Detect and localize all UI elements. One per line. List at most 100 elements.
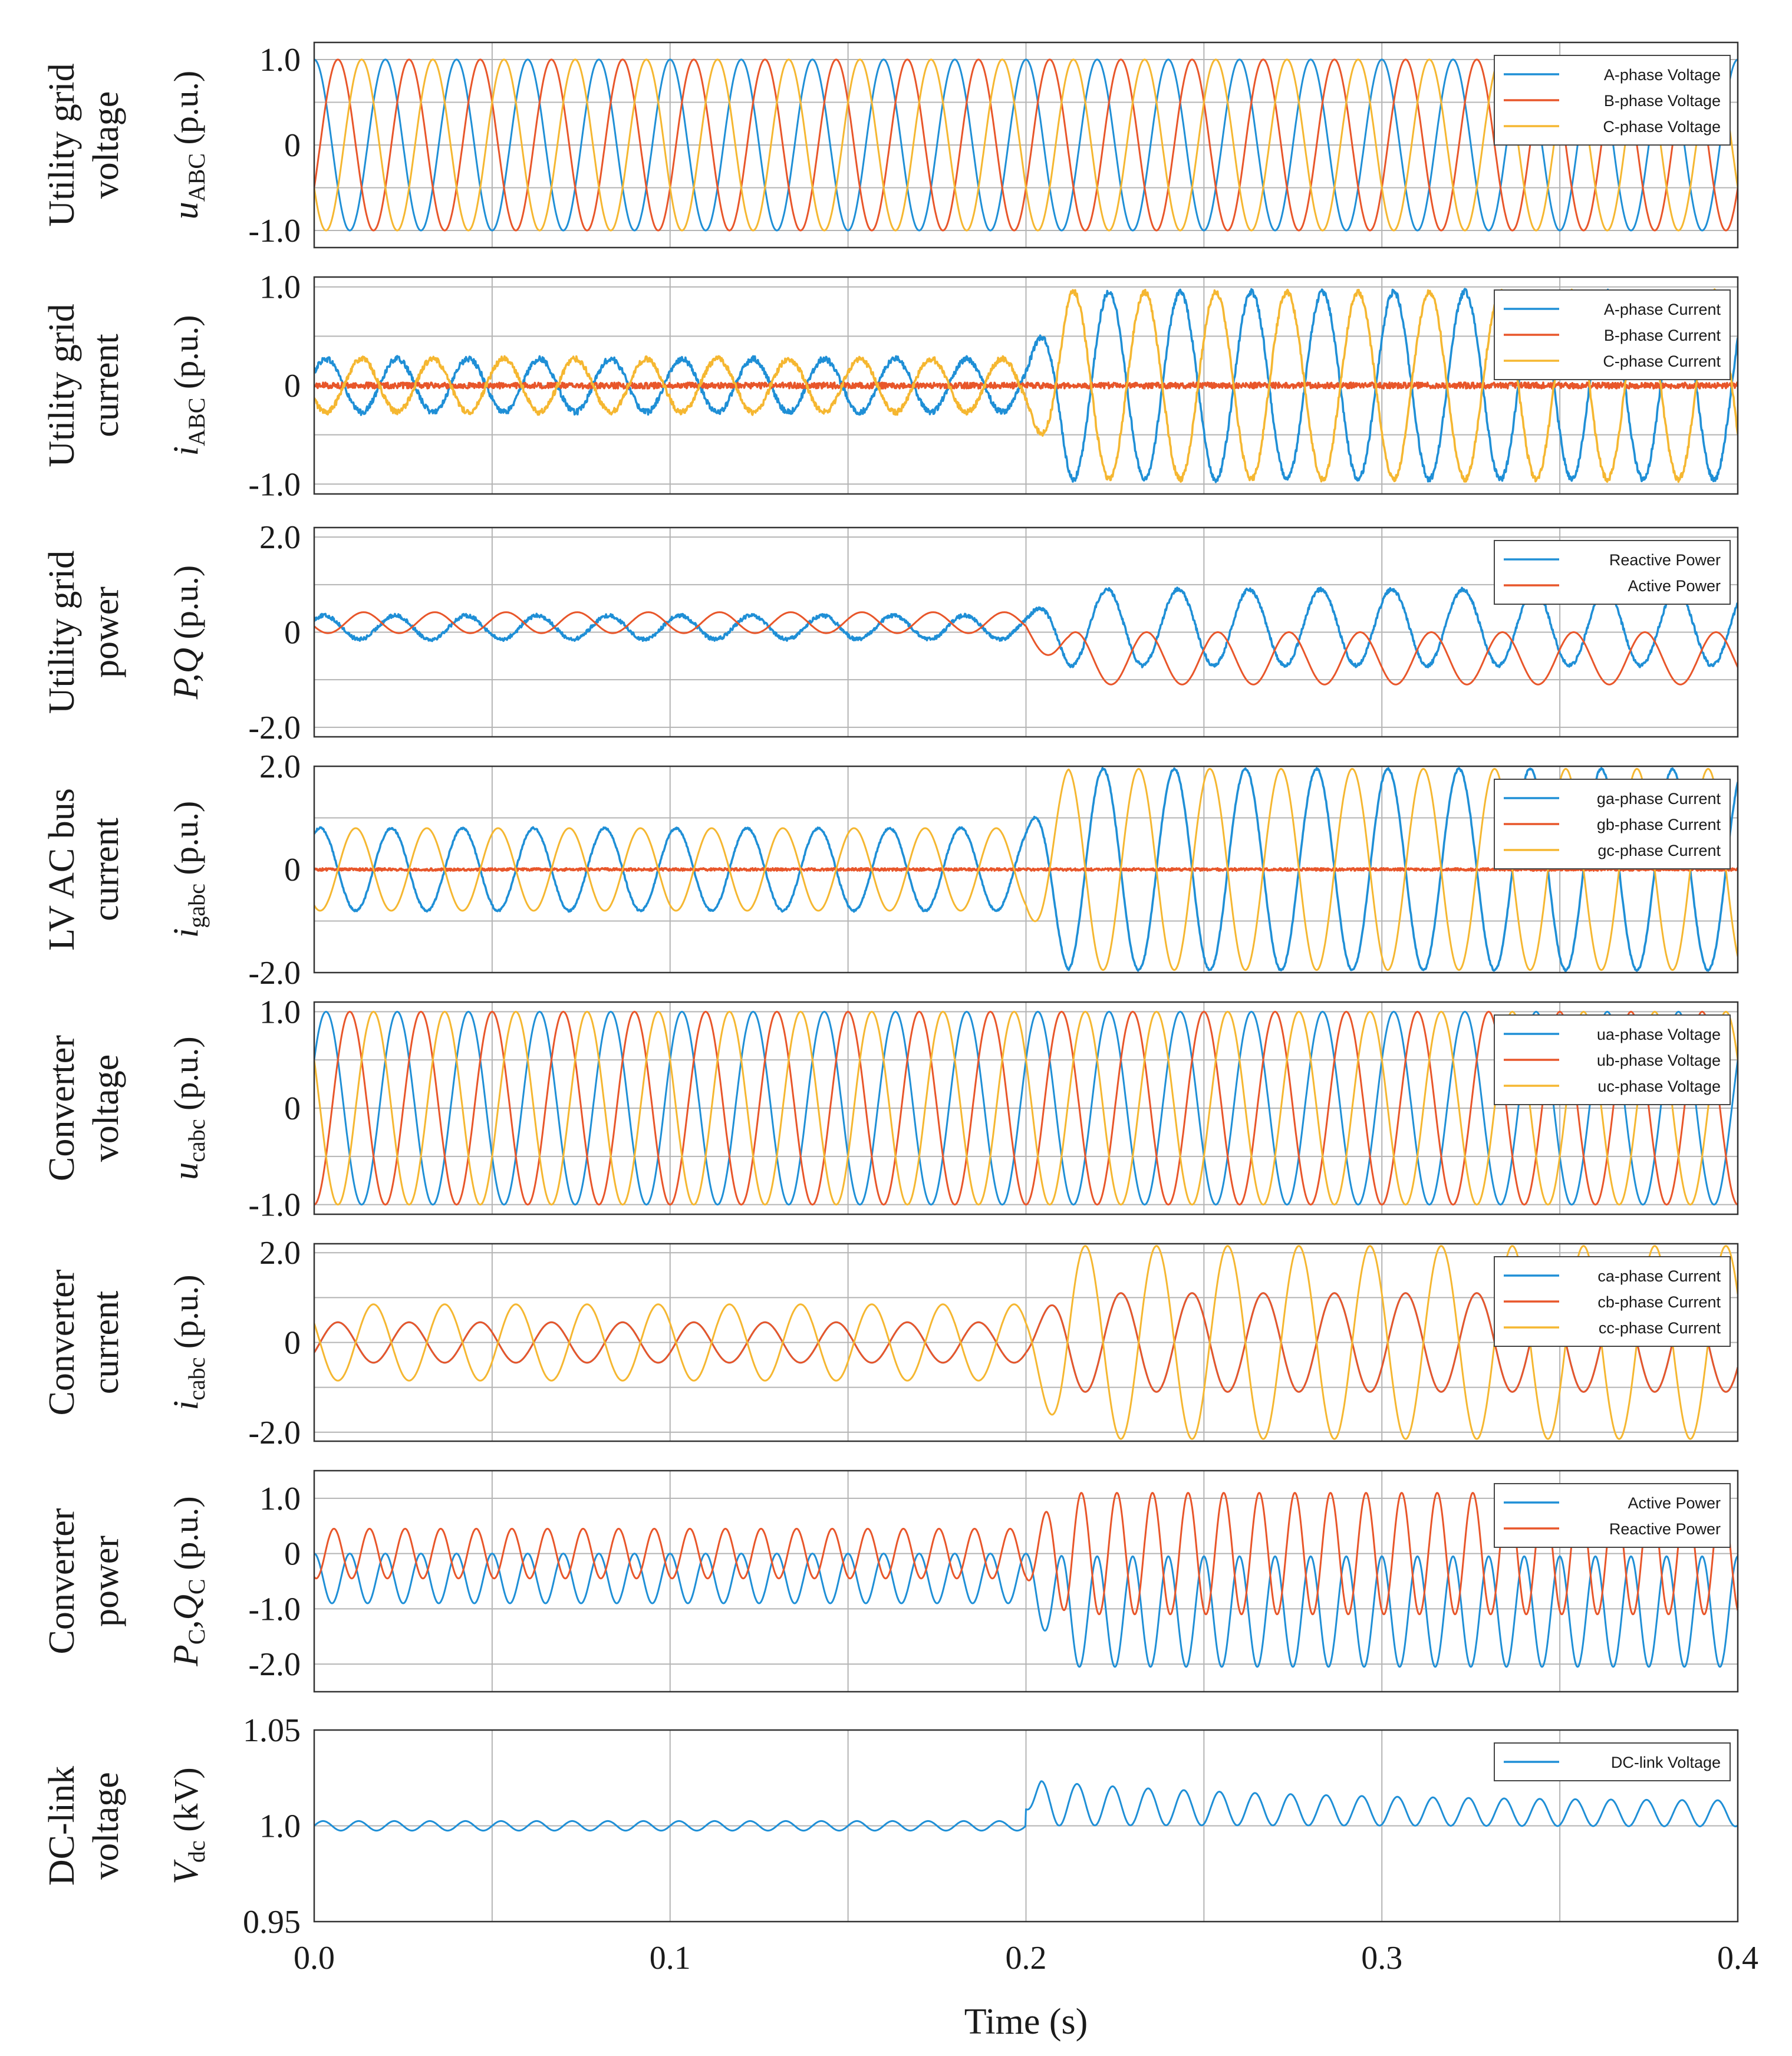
legend: A-phase Voltage B-phase Voltage C-phase Vo… — [1494, 55, 1731, 146]
y-tick-label: -2.0 — [248, 710, 301, 746]
y-axis-label: iABC (p.u.) — [166, 315, 210, 456]
panel-1: 1.0 0 -1.0 A-phase Voltage B-phase Voltage C-… — [42, 41, 1739, 249]
y-tick-label: 2.0 — [259, 749, 301, 785]
series-cb-phase-current — [314, 1292, 1738, 1393]
y-tick-label: 1.0 — [259, 994, 301, 1030]
y-tick-label: -2.0 — [248, 955, 301, 991]
legend-entry: Active Power — [1628, 577, 1721, 595]
y-axis-label: Vdc (kV) — [166, 1767, 210, 1884]
y-tick-label: -1.0 — [248, 466, 301, 503]
y-tick-label: 1.0 — [259, 269, 301, 306]
legend-entry: C-phase Current — [1603, 352, 1721, 370]
y-tick-label: -2.0 — [248, 1415, 301, 1451]
legend-entry: Reactive Power — [1609, 551, 1721, 569]
series-b-phase-current — [314, 381, 1738, 390]
y-axis-label: ucabc (p.u.) — [166, 1036, 210, 1179]
panel-4: 2.0 0 -2.0 ga-phase Current gb-phase Current… — [42, 749, 1739, 991]
y-tick-label: 2.0 — [259, 519, 301, 556]
y-tick-label: 1.0 — [259, 1808, 301, 1845]
y-tick-label: 0 — [284, 1536, 301, 1573]
legend-entry: C-phase Voltage — [1603, 118, 1721, 136]
row-title-line: Converter — [42, 1269, 82, 1415]
x-axis-label: Time (s) — [964, 2002, 1088, 2042]
y-tick-label: 1.0 — [259, 1481, 301, 1517]
panel-8: 1.05 1.0 0.95 DC-link Voltage DC-link voltage… — [42, 1712, 1739, 1940]
legend-entry: B-phase Voltage — [1604, 92, 1721, 110]
y-axis-label: igabc (p.u.) — [166, 801, 210, 938]
row-title-line: current — [86, 818, 126, 921]
legend-entry: ca-phase Current — [1597, 1267, 1721, 1285]
x-tick-label: 0.3 — [1361, 1940, 1402, 1976]
legend-entry: ga-phase Current — [1597, 790, 1721, 808]
y-tick-label: -2.0 — [248, 1646, 301, 1683]
y-tick-label: 0.95 — [243, 1904, 301, 1940]
y-tick-label: 0 — [284, 127, 301, 164]
row-title-line: Utility grid — [42, 551, 82, 714]
series-active-power — [314, 1553, 1738, 1668]
legend-entry: ua-phase Voltage — [1597, 1026, 1721, 1043]
row-title-line: current — [86, 1291, 126, 1395]
legend: A-phase Current B-phase Current C-phase Cu… — [1494, 289, 1731, 380]
x-tick-label: 0.4 — [1717, 1940, 1758, 1976]
legend-entry: ub-phase Voltage — [1597, 1052, 1721, 1069]
legend-entry: cc-phase Current — [1599, 1319, 1721, 1337]
panel-3: 2.0 0 -2.0 Reactive Power Active Power Utilit… — [42, 519, 1739, 746]
row-title-line: Utility grid — [42, 304, 82, 467]
y-axis-label: icabc (p.u.) — [166, 1274, 210, 1410]
series-group — [314, 587, 1738, 686]
row-title-line: voltage — [86, 1772, 126, 1880]
legend-entry: B-phase Current — [1604, 327, 1721, 344]
panel-7: 1.0 0 -1.0 -2.0 Active Power Reactive Power Co… — [42, 1469, 1739, 1693]
series-active-power — [314, 611, 1738, 686]
row-title-line: current — [86, 334, 126, 437]
legend-box — [1494, 540, 1731, 605]
legend: DC-link Voltage — [1494, 1742, 1731, 1781]
series-dc-link-voltage — [314, 1780, 1738, 1832]
axes-frame — [313, 765, 1739, 974]
legend-entry: Reactive Power — [1609, 1520, 1721, 1538]
row-title-line: Converter — [42, 1508, 82, 1654]
legend: ga-phase Current gb-phase Current gc-phase… — [1494, 779, 1731, 869]
legend-entry: Active Power — [1628, 1494, 1721, 1512]
legend: Reactive Power Active Power — [1494, 540, 1731, 605]
y-tick-label: 0 — [284, 615, 301, 651]
x-tick-label: 0.0 — [294, 1940, 335, 1976]
x-tick-label: 0.2 — [1006, 1940, 1047, 1976]
y-tick-label: 1.0 — [259, 42, 301, 78]
axes-frame — [313, 41, 1739, 249]
y-tick-label: 0 — [284, 852, 301, 888]
y-tick-label: 0 — [284, 1090, 301, 1127]
y-tick-label: -1.0 — [248, 1591, 301, 1627]
legend-entry: DC-link Voltage — [1611, 1754, 1721, 1771]
row-title-line: LV AC bus — [42, 788, 82, 951]
x-tick-label: 0.1 — [650, 1940, 691, 1976]
legend-entry: gc-phase Current — [1597, 842, 1721, 859]
row-title-line: voltage — [86, 1055, 126, 1162]
y-axis-label: uABC (p.u.) — [166, 71, 210, 219]
axes-frame — [313, 1001, 1739, 1215]
legend-entry: A-phase Current — [1604, 301, 1721, 318]
panel-5: 1.0 0 -1.0 ua-phase Voltage ub-phase Voltage… — [42, 994, 1739, 1224]
axes-frame — [313, 1243, 1739, 1442]
row-title-line: Utility grid — [42, 63, 82, 226]
series-a-phase-current — [314, 288, 1738, 483]
legend-entry: cb-phase Current — [1597, 1293, 1721, 1311]
row-title-line: DC-link — [42, 1766, 82, 1886]
axes-frame — [313, 526, 1739, 738]
series-group — [314, 1780, 1738, 1832]
axes-frame — [313, 1469, 1739, 1693]
legend-entry: A-phase Voltage — [1604, 66, 1721, 84]
panel-2: 1.0 0 -1.0 A-phase Current B-phase Current C-… — [42, 269, 1739, 503]
panel-6: 2.0 0 -2.0 ca-phase Current cb-phase Current… — [42, 1235, 1739, 1451]
legend-entry: gb-phase Current — [1597, 816, 1721, 833]
row-title-line: power — [86, 1536, 126, 1627]
y-axis-label: PC,QC (p.u.) — [166, 1496, 210, 1667]
y-tick-label: -1.0 — [248, 213, 301, 249]
y-tick-label: -1.0 — [248, 1187, 301, 1224]
legend: ca-phase Current cb-phase Current cc-phase… — [1494, 1256, 1731, 1347]
row-title-line: Converter — [42, 1035, 82, 1181]
axes-frame — [313, 276, 1739, 495]
row-title-line: power — [86, 587, 126, 678]
series-reactive-power — [314, 587, 1738, 668]
